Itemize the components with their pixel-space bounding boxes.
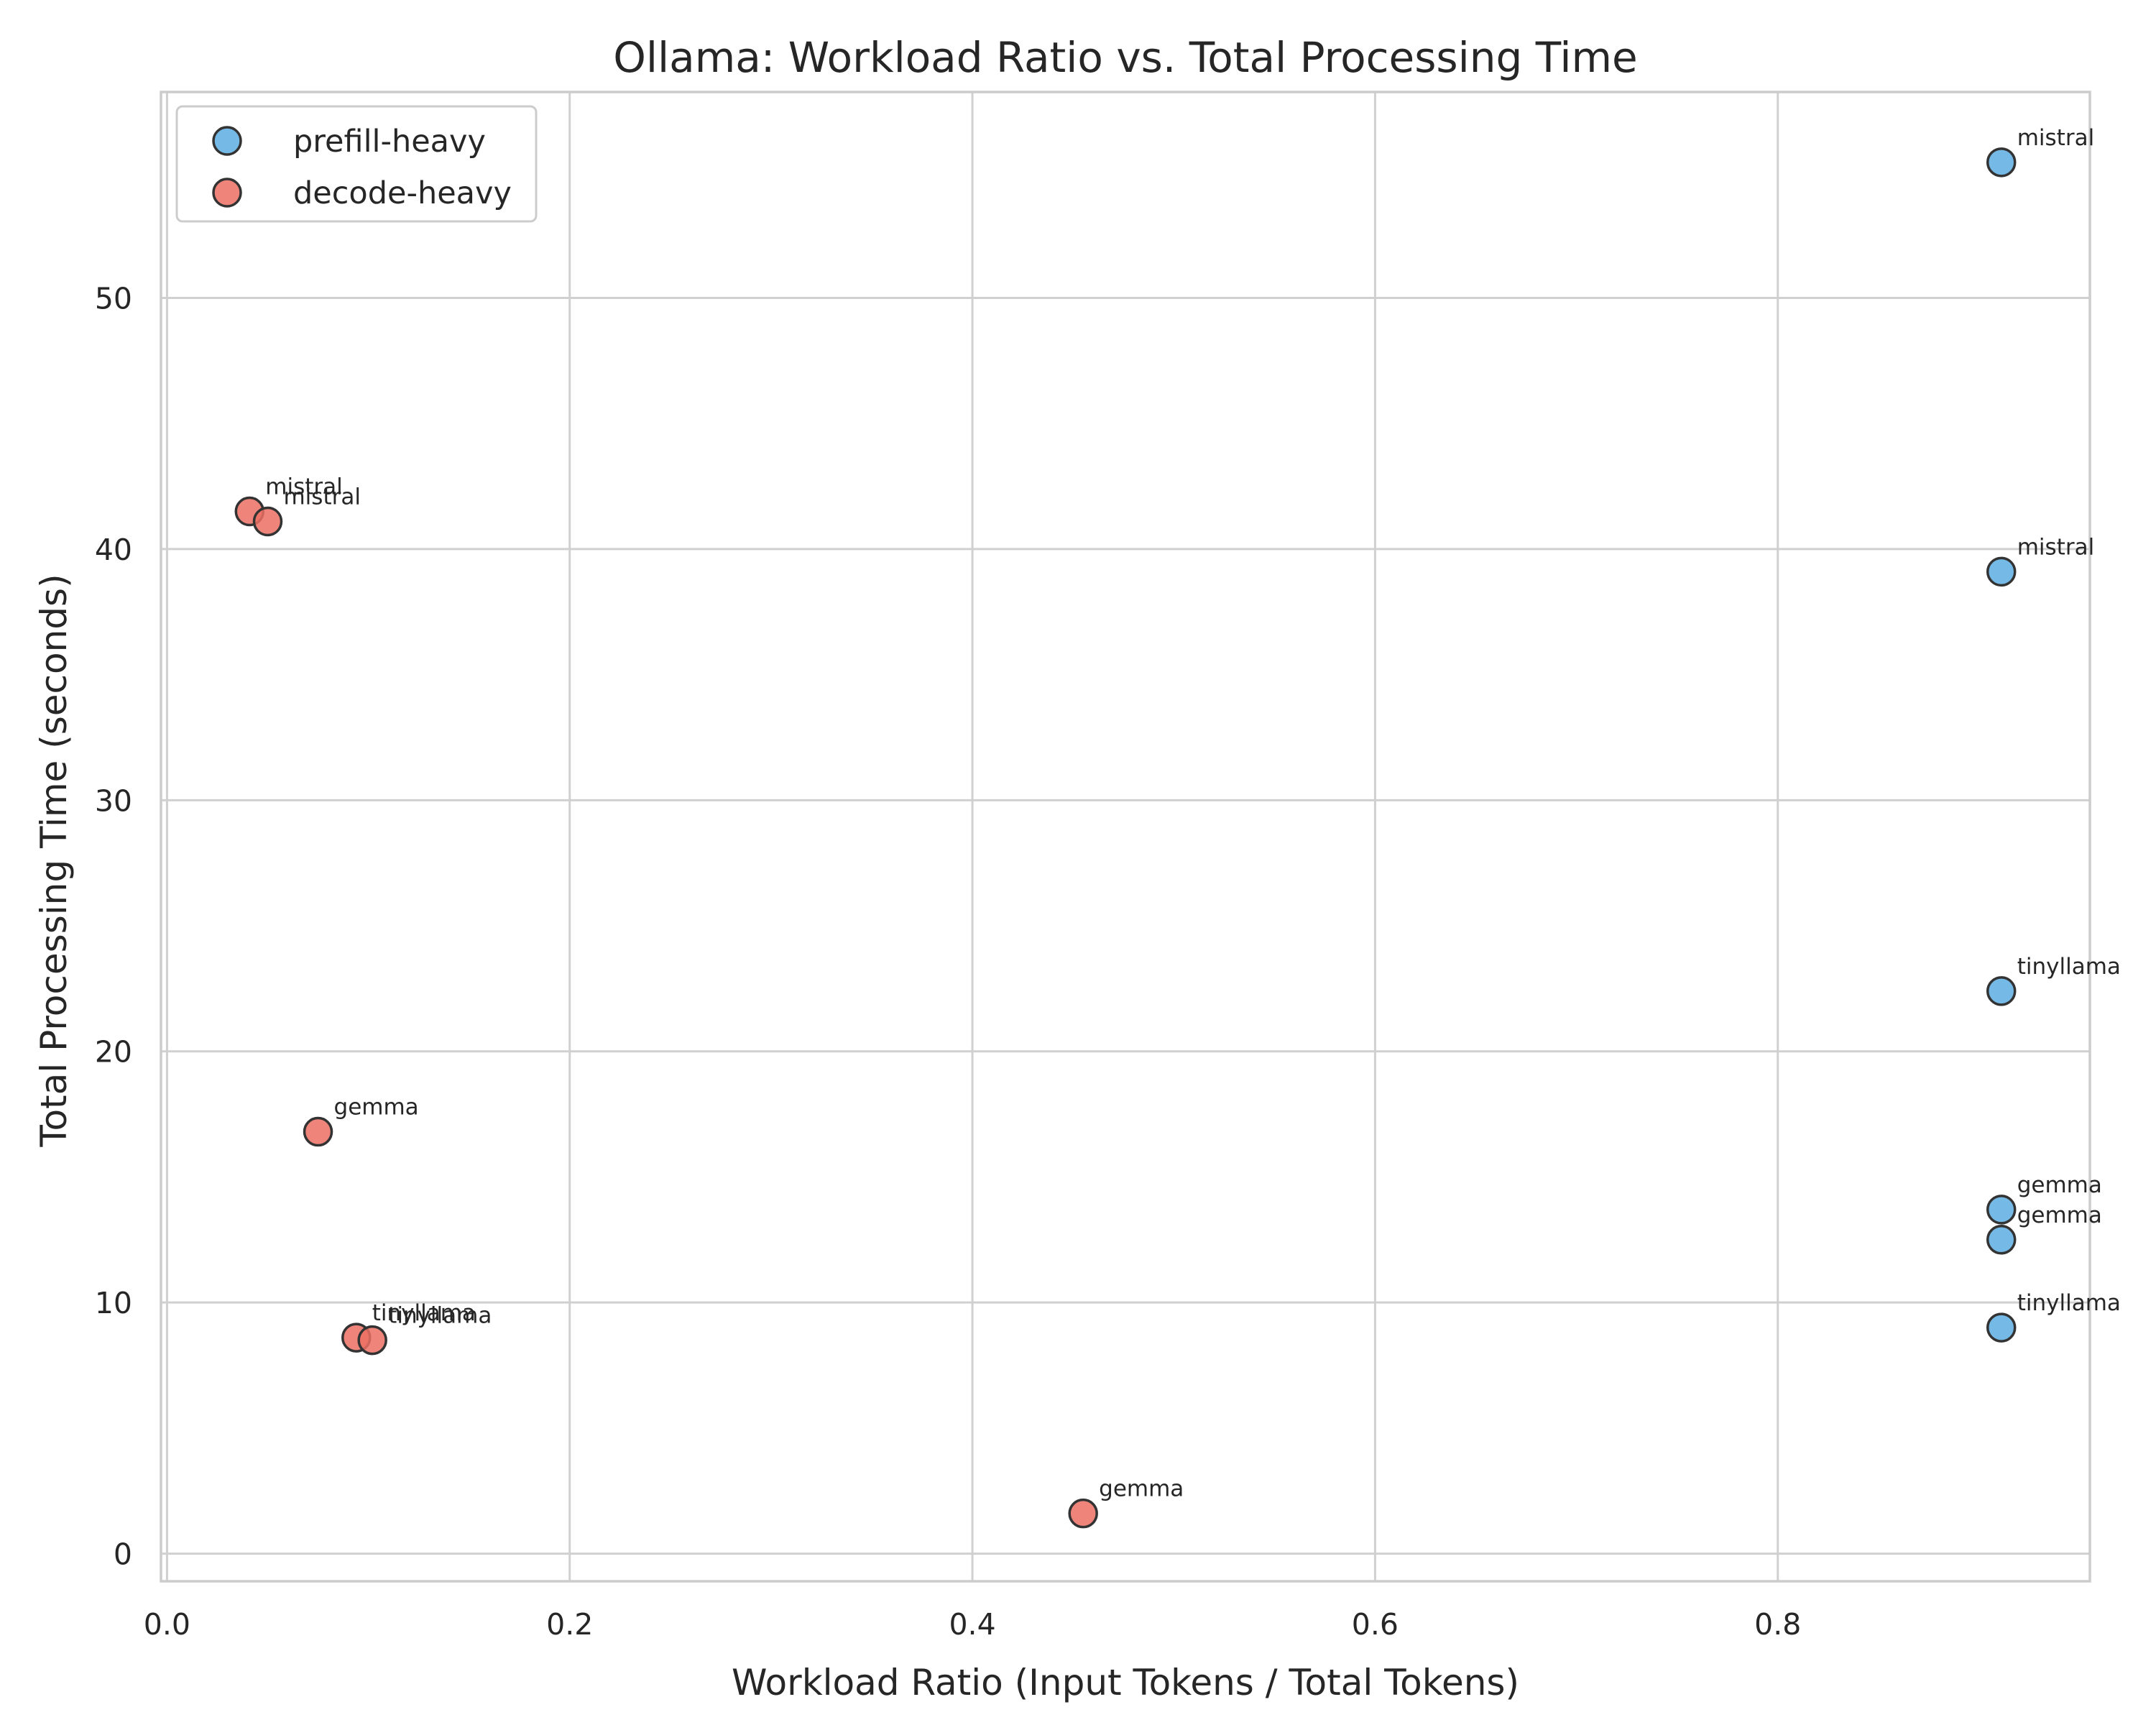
tick-labels: 0.0 0.2 0.4 0.6 0.8 0 10 20 30 40 50 bbox=[95, 282, 1802, 1642]
point-label: mistral bbox=[2017, 534, 2094, 560]
y-tick-label: 10 bbox=[95, 1286, 132, 1320]
plot-frame bbox=[160, 91, 2091, 1583]
data-points bbox=[234, 147, 2017, 1529]
prefill-heavy-point bbox=[1986, 1225, 2017, 1255]
point-label: mistral bbox=[265, 474, 342, 500]
legend-box bbox=[175, 105, 538, 223]
prefill-heavy-point bbox=[1986, 1312, 2017, 1343]
y-tick-label: 30 bbox=[95, 783, 132, 818]
chart-title: Ollama: Workload Ratio vs. Total Process… bbox=[613, 33, 1637, 82]
x-tick-label: 0.8 bbox=[1754, 1607, 1801, 1642]
point-label: mistral bbox=[2017, 125, 2094, 151]
y-tick-label: 20 bbox=[95, 1035, 132, 1070]
point-label: mistral bbox=[283, 484, 360, 510]
x-axis-label: Workload Ratio (Input Tokens / Total Tok… bbox=[732, 1662, 1519, 1703]
prefill-heavy-point bbox=[1986, 556, 2017, 587]
y-tick-label: 50 bbox=[95, 282, 132, 316]
decode-heavy-point bbox=[252, 506, 283, 537]
legend: prefill-heavy decode-heavy bbox=[175, 105, 538, 223]
point-label: tinyllama bbox=[2017, 954, 2121, 980]
y-tick-label: 0 bbox=[114, 1537, 132, 1572]
decode-heavy-point bbox=[357, 1325, 387, 1356]
point-label: gemma bbox=[2017, 1202, 2102, 1228]
plot-border bbox=[160, 91, 2091, 1583]
y-axis-label: Total Processing Time (seconds) bbox=[33, 574, 75, 1147]
legend-label: prefill-heavy bbox=[293, 124, 486, 160]
legend-marker bbox=[212, 178, 242, 208]
x-tick-label: 0.2 bbox=[546, 1607, 593, 1642]
point-label: gemma bbox=[2017, 1172, 2102, 1198]
legend-label: decode-heavy bbox=[293, 175, 512, 211]
x-tick-label: 0.4 bbox=[949, 1607, 995, 1642]
prefill-heavy-point bbox=[1986, 1195, 2017, 1225]
prefill-heavy-point bbox=[1986, 976, 2017, 1006]
point-label: tinyllama bbox=[372, 1300, 476, 1326]
point-label: tinyllama bbox=[388, 1303, 492, 1329]
point-labels: mistralmistraltinyllamagemmagemmatinylla… bbox=[265, 125, 2121, 1502]
x-tick-label: 0.0 bbox=[144, 1607, 190, 1642]
x-tick-label: 0.6 bbox=[1352, 1607, 1399, 1642]
prefill-heavy-point bbox=[1986, 147, 2017, 178]
point-label: gemma bbox=[1099, 1476, 1184, 1502]
decode-heavy-point bbox=[303, 1116, 333, 1147]
y-tick-label: 40 bbox=[95, 533, 132, 567]
decode-heavy-point bbox=[1068, 1498, 1098, 1529]
point-label: tinyllama bbox=[2017, 1290, 2121, 1316]
grid bbox=[161, 92, 2090, 1581]
legend-marker bbox=[212, 126, 242, 156]
point-label: gemma bbox=[334, 1095, 419, 1121]
